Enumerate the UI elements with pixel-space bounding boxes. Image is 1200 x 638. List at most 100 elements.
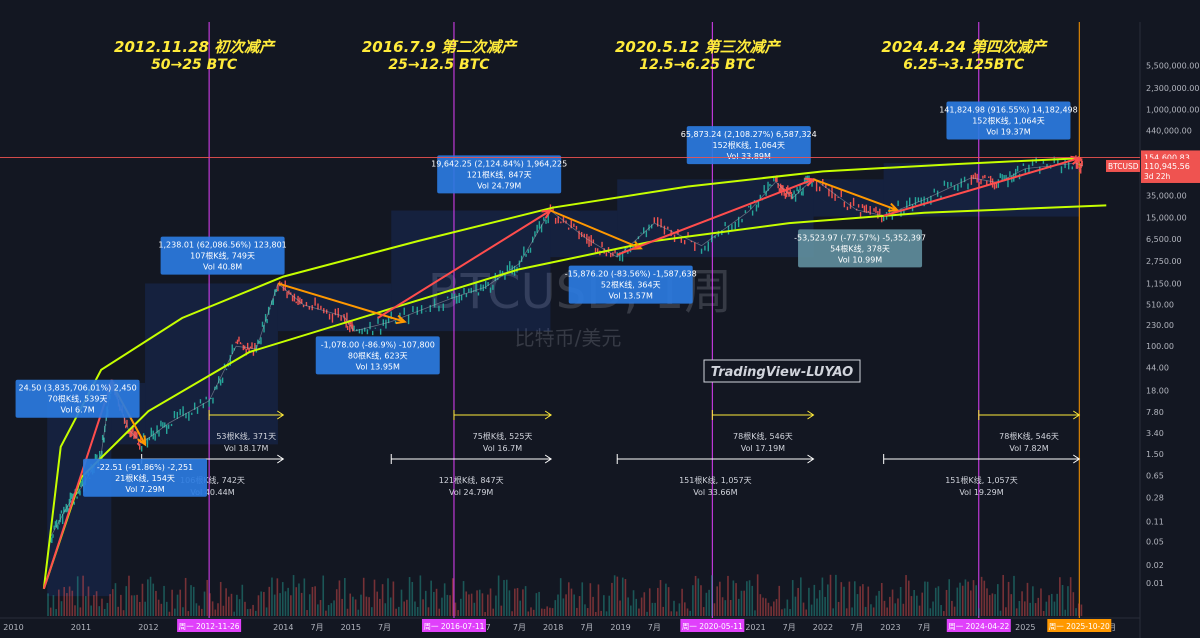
volume-bar	[454, 602, 457, 616]
y-axis[interactable]: 5,500,000.00 2,300,000.00 1,000,000.00 440,…	[1106, 62, 1200, 588]
volume-bar	[737, 598, 740, 616]
volume-bar	[991, 593, 994, 616]
volume-bar	[724, 600, 727, 616]
volume-bar	[705, 592, 708, 616]
info-box-line2: 21根K线, 154天	[115, 473, 175, 483]
volume-bar	[130, 595, 133, 616]
volume-bar	[330, 603, 333, 616]
high-label: 高	[269, 5, 281, 18]
volume-bar	[856, 594, 859, 616]
volume-bar	[182, 607, 184, 616]
trend-arrow-line	[616, 178, 814, 256]
x-tick-label: 2015	[341, 623, 361, 632]
volume-bar	[694, 575, 697, 616]
volume-bar	[441, 597, 443, 616]
volume-bar	[225, 588, 227, 616]
shaded-range	[111, 382, 146, 445]
price-line	[50, 162, 1083, 538]
cycle-range-arrow	[544, 410, 553, 420]
volume-bar	[228, 596, 230, 616]
cycle-range-label: 78根K线, 546天	[733, 431, 793, 441]
info-box-line3: Vol 13.95M	[356, 362, 400, 371]
volume-bar	[567, 582, 570, 616]
volume-bar	[446, 594, 449, 616]
volume-bar	[619, 600, 621, 616]
volume-bar	[975, 585, 978, 616]
halving-title: 2016.7.9 第二次减产	[362, 38, 518, 56]
currency-select[interactable]: USD	[1142, 4, 1194, 18]
volume-bar	[233, 611, 235, 616]
volume-bar	[862, 584, 864, 616]
volume-bar	[700, 585, 702, 616]
volume-bar	[352, 596, 354, 616]
cycle-range-label: 151根K线, 1,057天	[679, 475, 752, 485]
x-tick-label: 7月	[1103, 623, 1116, 632]
x-tick-label: 2018	[543, 623, 563, 632]
volume-bar	[943, 611, 945, 616]
volume-bar	[443, 583, 446, 616]
volume-bar	[611, 582, 613, 616]
trend-arrow-head	[888, 202, 900, 212]
volume-bar	[926, 581, 929, 616]
volume-bar	[627, 597, 629, 616]
volume-bar	[608, 595, 611, 616]
x-date-badge-bg	[421, 619, 486, 632]
info-box-line1: -53,523.97 (-77.57%) -5,352,397	[794, 233, 926, 242]
volume-bar	[786, 599, 789, 616]
volume-bar	[74, 605, 76, 616]
info-box-line1: 141,824.98 (916.55%) 14,182,498	[939, 106, 1078, 115]
volume-bar	[489, 588, 492, 616]
cycle-range-label: 75根K线, 525天	[473, 431, 533, 441]
volume-bar	[317, 604, 319, 616]
volume-bar	[384, 603, 387, 616]
info-box-bg	[437, 155, 562, 194]
volume-bar	[268, 586, 271, 616]
x-axis[interactable]: 2010 2011 2012 2014 7月 2015 7月 17 7月 2018 7月 2019 7月…	[3, 619, 1116, 632]
y-tick-label: 35,000.00	[1146, 192, 1187, 201]
volume-bar	[1021, 591, 1023, 616]
volume-bar	[117, 606, 119, 616]
volume-bar	[961, 585, 964, 616]
info-box-line1: 1,238.01 (62,086.56%) 123,801	[158, 241, 286, 250]
volume-bar	[540, 608, 543, 616]
volume-bar	[573, 594, 575, 616]
volume-bar	[597, 584, 600, 616]
y-tick-label: 18.00	[1146, 386, 1169, 395]
volume-bar	[206, 579, 209, 616]
volume-bar	[727, 575, 729, 616]
volume-bar	[389, 597, 392, 616]
volume-bar	[897, 598, 899, 616]
current-price-bg	[1141, 158, 1200, 183]
volume-bar	[71, 590, 74, 616]
buy-button[interactable]: 110,945.56 买入	[86, 22, 139, 46]
symbol-title[interactable]: 比特币/美元 · 1周 · INDEX	[26, 5, 159, 18]
volume-bar	[424, 590, 427, 616]
indicator-toggle[interactable]: ˅ 4	[8, 46, 22, 56]
x-date-badge: 周一 2025-10-20	[1049, 622, 1110, 631]
volume-bar	[322, 575, 325, 616]
shaded-range	[277, 283, 392, 332]
volume-bar	[743, 590, 745, 616]
trend-arrow-head	[1070, 155, 1082, 166]
volume-bar	[624, 579, 627, 616]
y-tick-label: 15,000.00	[1146, 213, 1187, 222]
volume-bar	[465, 591, 468, 616]
currency-label: USD	[1146, 5, 1166, 15]
volume-bar	[1002, 574, 1004, 616]
volume-bar	[98, 606, 101, 616]
volume-bar	[387, 578, 389, 616]
symbol-header: ₿ 比特币/美元 · 1周 · INDEX 开112,363.56 高116,4…	[0, 0, 1140, 22]
volume-bar	[988, 595, 991, 616]
info-box-bg	[568, 265, 693, 304]
volume-bar	[155, 590, 157, 616]
volume-bar	[670, 611, 673, 616]
halving-title: 2024.4.24 第四次减产	[881, 38, 1048, 56]
cycle-range-vol: Vol 40.44M	[190, 488, 234, 497]
cycle-range-label: 53根K线, 371天	[216, 431, 276, 441]
volume-bar	[406, 599, 408, 616]
volume-bar	[621, 577, 624, 616]
volume-bar	[1026, 582, 1029, 616]
sell-button[interactable]: 110,945.56 卖出	[8, 22, 61, 46]
